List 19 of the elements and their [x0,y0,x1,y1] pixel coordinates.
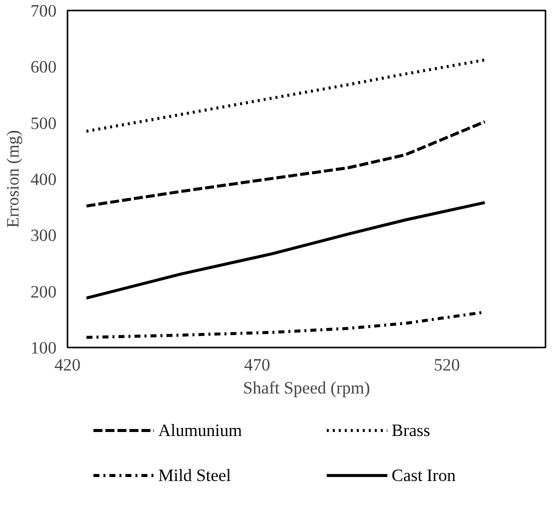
y-tick-label: 100 [30,338,57,358]
y-tick-label: 400 [30,170,57,189]
y-tick-label: 600 [30,58,57,77]
y-tick-label: 300 [30,226,57,246]
line-series [84,58,486,133]
x-tick-label: 420 [54,356,81,374]
x-tick-label: 520 [434,356,460,374]
legend-label: Mild Steel [158,466,232,485]
y-tick-label: 700 [30,2,57,20]
legend-label: Alumunium [158,421,243,440]
legend-label: Brass [392,421,430,440]
x-axis-title: Shaft Speed (rpm) [242,378,370,398]
line-series [84,201,486,300]
legend-label: Cast Iron [392,466,456,485]
line-series [84,120,486,208]
y-axis-title: Errosion (mg) [4,130,23,228]
y-tick-label: 200 [30,282,57,302]
x-tick-label: 470 [244,356,270,374]
y-tick-label: 500 [30,114,57,133]
